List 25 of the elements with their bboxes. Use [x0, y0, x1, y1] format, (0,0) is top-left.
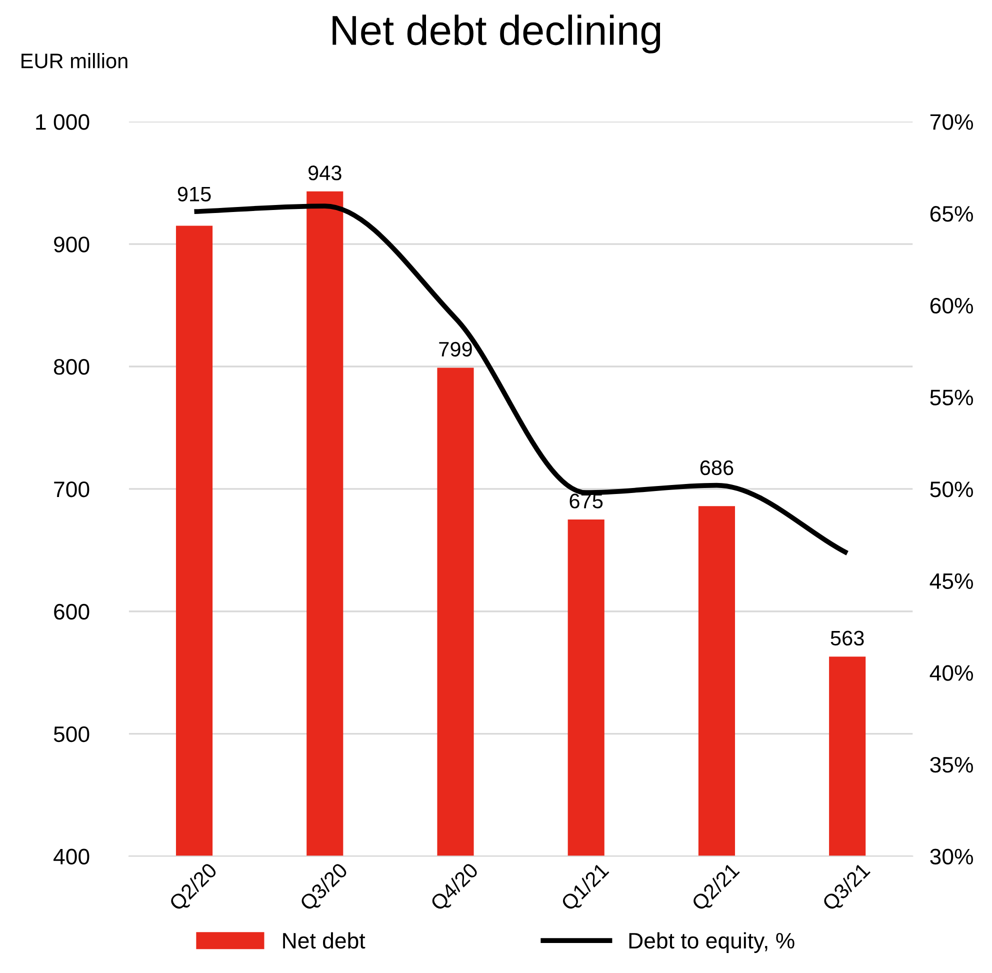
y-tick-label: 600 — [54, 604, 90, 620]
y2-tick-label: 45% — [930, 573, 973, 590]
data-label: 915 — [178, 186, 211, 202]
y-tick-label: 800 — [54, 359, 90, 375]
chart-title: Net debt declining — [332, 14, 660, 54]
legend-label: Net debt — [283, 932, 366, 949]
y-tick-label: 500 — [54, 726, 90, 742]
y2-tick-label: 70% — [930, 114, 973, 130]
y-tick-label: 400 — [54, 848, 90, 865]
data-label: 686 — [700, 460, 734, 476]
y2-tick-label: 65% — [930, 206, 973, 222]
y2-tick-label: 60% — [930, 298, 973, 314]
y2-tick-label: 55% — [930, 390, 973, 406]
data-label: 943 — [308, 166, 342, 180]
y2-tick-label: 50% — [930, 481, 973, 498]
y-axis-title: EUR million — [22, 53, 128, 68]
y-tick-label: 1 000 — [36, 114, 90, 130]
y-tick-label: 700 — [54, 481, 90, 498]
y-tick-label: 900 — [54, 236, 90, 252]
data-label: 563 — [830, 630, 864, 646]
y2-tick-label: 30% — [930, 848, 973, 865]
y2-tick-label: 40% — [930, 665, 973, 681]
data-label: 799 — [439, 342, 472, 357]
legend-label: Debt to equity, % — [629, 932, 794, 953]
y2-tick-label: 35% — [930, 756, 973, 773]
